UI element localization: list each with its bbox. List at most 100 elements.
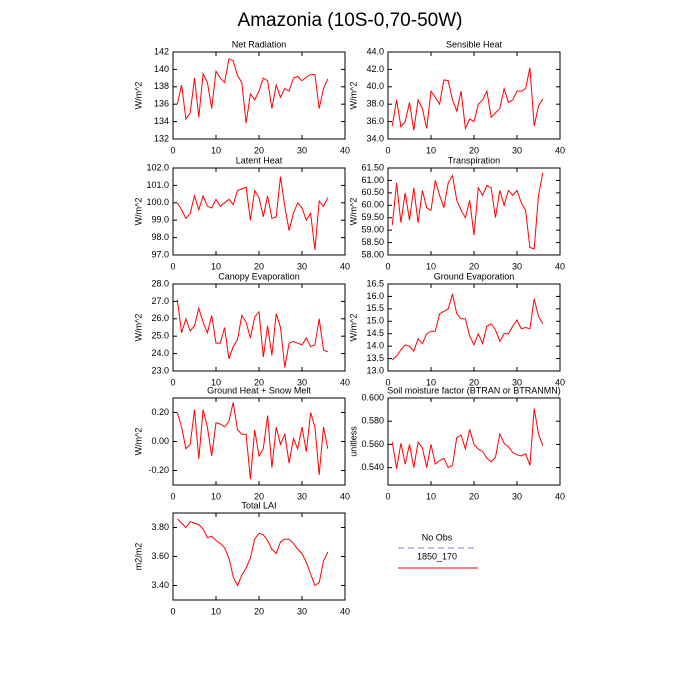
y-tick-label: 0.00	[151, 436, 169, 446]
y-tick-label: 97.0	[151, 249, 169, 259]
x-tick-label: 30	[512, 491, 522, 501]
plot-frame	[172, 167, 346, 256]
y-tick-label: 23.0	[151, 365, 169, 375]
data-line	[176, 518, 329, 587]
y-tick-label: 140	[154, 64, 169, 74]
y-axis-label: m2/m2	[133, 543, 143, 571]
x-tick-label: 40	[555, 377, 565, 387]
panel-title: Total LAI	[241, 500, 276, 510]
y-tick-label: 3.40	[151, 580, 169, 590]
y-tick-label: 14.0	[366, 341, 384, 351]
y-tick-label: 3.80	[151, 522, 169, 532]
plot-frame	[387, 167, 561, 256]
y-tick-label: 27.0	[151, 296, 169, 306]
legend-label: 1850_170	[417, 551, 457, 561]
y-axis-label: W/m^2	[348, 198, 358, 226]
y-tick-label: 40.0	[366, 81, 384, 91]
y-tick-label: 58.50	[361, 237, 384, 247]
y-tick-label: 42.0	[366, 64, 384, 74]
panel-title: Transpiration	[448, 155, 500, 165]
y-tick-label: 26.0	[151, 313, 169, 323]
x-tick-label: 40	[340, 377, 350, 387]
y-tick-label: 138	[154, 81, 169, 91]
y-axis-label: W/m^2	[133, 428, 143, 456]
x-tick-label: 30	[297, 491, 307, 501]
panel-title: Canopy Evaporation	[218, 271, 300, 281]
plot-frame	[172, 283, 346, 372]
y-tick-label: 61.00	[361, 175, 384, 185]
plot-frame	[172, 397, 346, 486]
x-tick-label: 30	[512, 261, 522, 271]
data-line	[176, 402, 329, 480]
y-tick-label: 101.0	[146, 180, 169, 190]
plot-frame	[387, 283, 561, 372]
y-tick-label: 28.0	[151, 278, 169, 288]
x-tick-label: 40	[555, 145, 565, 155]
y-tick-label: 13.5	[366, 353, 384, 363]
x-tick-label: 0	[385, 261, 390, 271]
x-tick-label: 0	[170, 606, 175, 616]
x-tick-label: 40	[340, 606, 350, 616]
y-tick-label: 102.0	[146, 162, 169, 172]
x-tick-label: 20	[469, 261, 479, 271]
y-axis-label: W/m^2	[348, 82, 358, 110]
x-tick-label: 10	[211, 261, 221, 271]
data-line	[176, 58, 329, 124]
y-tick-label: 16.5	[366, 278, 384, 288]
y-tick-label: 59.00	[361, 225, 384, 235]
y-tick-label: 99.0	[151, 215, 169, 225]
x-tick-label: 40	[340, 261, 350, 271]
data-line	[176, 176, 329, 250]
x-tick-label: 30	[512, 145, 522, 155]
x-tick-label: 10	[426, 377, 436, 387]
y-axis-label: unitless	[348, 426, 358, 457]
plot-frame	[172, 51, 346, 140]
y-tick-label: 59.50	[361, 212, 384, 222]
x-tick-label: 10	[211, 606, 221, 616]
y-tick-label: 0.560	[361, 439, 384, 449]
x-tick-label: 10	[211, 145, 221, 155]
y-tick-label: 34.0	[366, 133, 384, 143]
panel-title: Soil moisture factor (BTRAN or BTRANMN)	[387, 385, 561, 395]
x-tick-label: 30	[297, 145, 307, 155]
x-tick-label: 20	[254, 261, 264, 271]
x-tick-label: 10	[211, 491, 221, 501]
x-tick-label: 30	[297, 377, 307, 387]
x-tick-label: 40	[340, 145, 350, 155]
x-tick-label: 20	[254, 377, 264, 387]
y-axis-label: W/m^2	[133, 314, 143, 342]
plot-frame	[387, 51, 561, 140]
data-line	[391, 172, 544, 250]
y-tick-label: 3.60	[151, 551, 169, 561]
y-tick-label: 16.0	[366, 291, 384, 301]
y-tick-label: 0.20	[151, 407, 169, 417]
x-tick-label: 10	[426, 261, 436, 271]
x-tick-label: 0	[170, 377, 175, 387]
y-tick-label: 0.600	[361, 392, 384, 402]
x-tick-label: 10	[211, 377, 221, 387]
y-tick-label: 15.0	[366, 316, 384, 326]
x-tick-label: 20	[469, 377, 479, 387]
y-tick-label: 132	[154, 133, 169, 143]
x-tick-label: 0	[170, 491, 175, 501]
x-tick-label: 0	[385, 377, 390, 387]
x-tick-label: 10	[426, 145, 436, 155]
y-tick-label: 58.00	[361, 249, 384, 259]
x-tick-label: 30	[512, 377, 522, 387]
panel-title: Ground Evaporation	[434, 271, 515, 281]
x-tick-label: 20	[254, 491, 264, 501]
x-tick-label: 10	[426, 491, 436, 501]
data-line	[391, 408, 544, 469]
y-tick-label: -0.20	[148, 465, 169, 475]
y-tick-label: 134	[154, 116, 169, 126]
panel-title: Ground Heat + Snow Melt	[207, 385, 311, 395]
data-line	[176, 299, 328, 368]
x-tick-label: 0	[170, 261, 175, 271]
plot-frame	[172, 512, 346, 601]
y-tick-label: 13.0	[366, 365, 384, 375]
data-line	[391, 293, 544, 361]
panel-title: Net Radiation	[232, 39, 287, 49]
y-tick-label: 44.0	[366, 46, 384, 56]
y-tick-label: 36.0	[366, 116, 384, 126]
